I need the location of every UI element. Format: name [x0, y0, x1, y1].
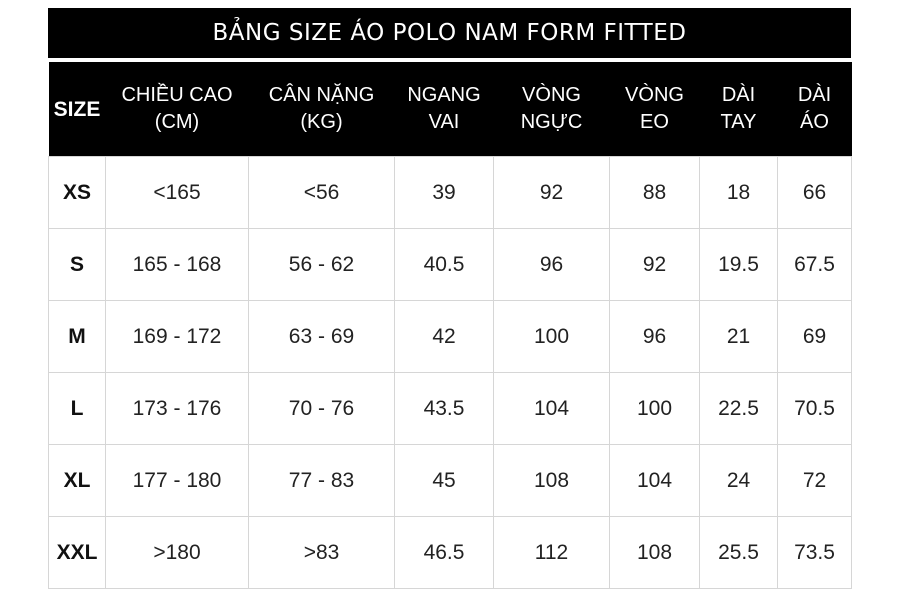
- table-row: XS <165 <56 39 92 88 18 66: [48, 156, 852, 229]
- cell-height: 165 - 168: [105, 228, 249, 301]
- header-chest-line1: VÒNG: [522, 84, 581, 106]
- cell-shoulder: 40.5: [394, 228, 494, 301]
- cell-shirt-length: 66: [777, 156, 852, 229]
- cell-height: 169 - 172: [105, 300, 249, 373]
- header-weight-line2: (KG): [300, 111, 343, 133]
- cell-chest: 96: [493, 228, 610, 301]
- cell-shirt-length: 70.5: [777, 372, 852, 445]
- cell-chest: 104: [493, 372, 610, 445]
- cell-weight: 70 - 76: [248, 372, 395, 445]
- cell-size: XL: [48, 444, 106, 517]
- cell-chest: 112: [493, 516, 610, 589]
- cell-chest: 100: [493, 300, 610, 373]
- header-row: SIZE CHIỀU CAO (CM) CÂN NẶNG (KG) NGANG …: [48, 62, 852, 157]
- header-chest-line2: NGỰC: [520, 111, 583, 133]
- cell-height: 173 - 176: [105, 372, 249, 445]
- size-chart-title: BẢNG SIZE ÁO POLO NAM FORM FITTED: [48, 8, 851, 58]
- cell-shirt-length: 72: [777, 444, 852, 517]
- header-size-label: SIZE: [53, 97, 101, 121]
- header-shoulder: NGANG VAI: [394, 62, 494, 157]
- cell-waist: 100: [609, 372, 700, 445]
- cell-shirt-length: 69: [777, 300, 852, 373]
- cell-waist: 96: [609, 300, 700, 373]
- cell-shoulder: 39: [394, 156, 494, 229]
- cell-sleeve-length: 21: [699, 300, 778, 373]
- table-row: XL 177 - 180 77 - 83 45 108 104 24 72: [48, 444, 852, 517]
- cell-waist: 108: [609, 516, 700, 589]
- header-waist-line2: EO: [640, 111, 669, 133]
- header-shirt-length: DÀI ÁO: [777, 62, 852, 157]
- cell-size: S: [48, 228, 106, 301]
- cell-sleeve-length: 22.5: [699, 372, 778, 445]
- header-weight: CÂN NẶNG (KG): [248, 62, 395, 157]
- cell-weight: <56: [248, 156, 395, 229]
- cell-shirt-length: 67.5: [777, 228, 852, 301]
- header-shirt-length-line2: ÁO: [800, 111, 829, 133]
- header-waist-line1: VÒNG: [625, 84, 684, 106]
- header-size: SIZE: [48, 62, 106, 157]
- cell-chest: 108: [493, 444, 610, 517]
- table-row: M 169 - 172 63 - 69 42 100 96 21 69: [48, 300, 852, 373]
- header-weight-line1: CÂN NẶNG: [268, 84, 375, 106]
- cell-height: >180: [105, 516, 249, 589]
- cell-shoulder: 45: [394, 444, 494, 517]
- cell-weight: 56 - 62: [248, 228, 395, 301]
- cell-waist: 92: [609, 228, 700, 301]
- cell-chest: 92: [493, 156, 610, 229]
- cell-shoulder: 42: [394, 300, 494, 373]
- cell-shoulder: 46.5: [394, 516, 494, 589]
- header-waist: VÒNG EO: [609, 62, 700, 157]
- cell-height: 177 - 180: [105, 444, 249, 517]
- table-row: XXL >180 >83 46.5 112 108 25.5 73.5: [48, 516, 852, 589]
- cell-weight: 63 - 69: [248, 300, 395, 373]
- cell-size: L: [48, 372, 106, 445]
- cell-size: XXL: [48, 516, 106, 589]
- cell-size: M: [48, 300, 106, 373]
- header-height-line2: (CM): [154, 111, 200, 133]
- cell-sleeve-length: 18: [699, 156, 778, 229]
- cell-sleeve-length: 24: [699, 444, 778, 517]
- header-sleeve-line1: DÀI: [721, 84, 756, 106]
- table-row: L 173 - 176 70 - 76 43.5 104 100 22.5 70.5: [48, 372, 852, 445]
- header-chest: VÒNG NGỰC: [493, 62, 610, 157]
- cell-weight: 77 - 83: [248, 444, 395, 517]
- header-shirt-length-line1: DÀI: [797, 84, 832, 106]
- header-shoulder-line2: VAI: [428, 111, 460, 133]
- header-sleeve-line2: TAY: [720, 111, 757, 133]
- cell-waist: 104: [609, 444, 700, 517]
- cell-shirt-length: 73.5: [777, 516, 852, 589]
- header-height: CHIỀU CAO (CM): [105, 62, 249, 157]
- cell-weight: >83: [248, 516, 395, 589]
- cell-size: XS: [48, 156, 106, 229]
- cell-sleeve-length: 25.5: [699, 516, 778, 589]
- header-shoulder-line1: NGANG: [407, 84, 481, 106]
- header-height-line1: CHIỀU CAO: [121, 84, 233, 106]
- header-sleeve-length: DÀI TAY: [699, 62, 778, 157]
- cell-sleeve-length: 19.5: [699, 228, 778, 301]
- table-row: S 165 - 168 56 - 62 40.5 96 92 19.5 67.5: [48, 228, 852, 301]
- size-chart-table: SIZE CHIỀU CAO (CM) CÂN NẶNG (KG) NGANG …: [48, 62, 852, 589]
- table-body: XS <165 <56 39 92 88 18 66 S 165 - 168 56 - 62 40.5…: [48, 156, 852, 589]
- cell-shoulder: 43.5: [394, 372, 494, 445]
- cell-height: <165: [105, 156, 249, 229]
- cell-waist: 88: [609, 156, 700, 229]
